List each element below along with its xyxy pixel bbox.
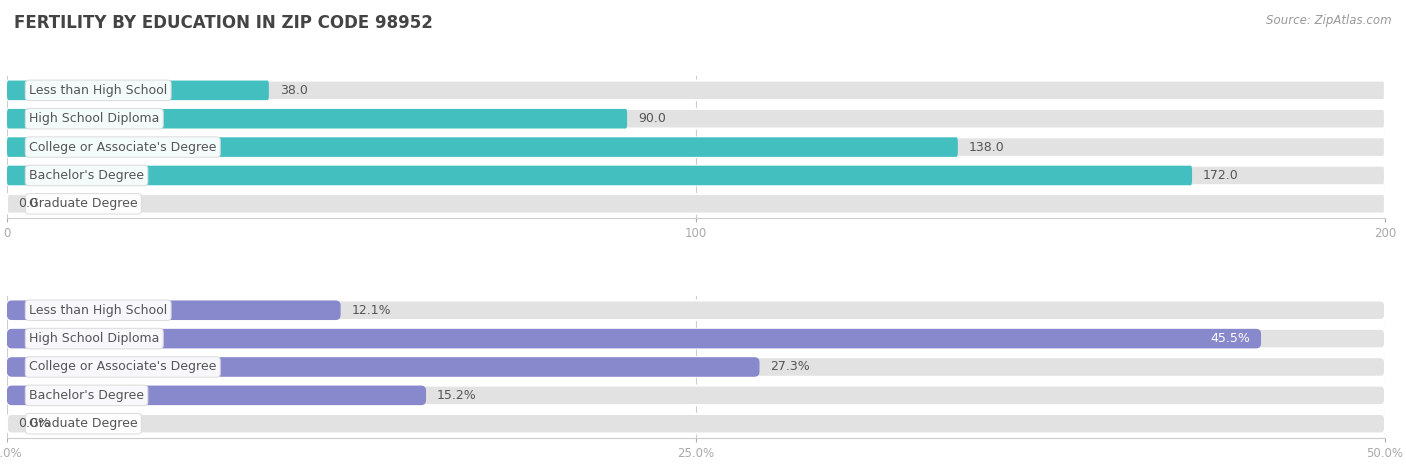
FancyBboxPatch shape bbox=[7, 137, 1385, 157]
Text: 0.0%: 0.0% bbox=[18, 417, 51, 430]
Text: 0.0: 0.0 bbox=[18, 198, 38, 210]
FancyBboxPatch shape bbox=[7, 329, 1385, 348]
FancyBboxPatch shape bbox=[7, 109, 627, 129]
FancyBboxPatch shape bbox=[7, 109, 1385, 129]
Text: Bachelor's Degree: Bachelor's Degree bbox=[30, 389, 143, 402]
Text: 45.5%: 45.5% bbox=[1211, 332, 1250, 345]
FancyBboxPatch shape bbox=[7, 300, 1385, 320]
Text: 27.3%: 27.3% bbox=[770, 360, 810, 374]
FancyBboxPatch shape bbox=[7, 386, 426, 405]
FancyBboxPatch shape bbox=[7, 80, 269, 100]
FancyBboxPatch shape bbox=[7, 137, 957, 157]
Text: FERTILITY BY EDUCATION IN ZIP CODE 98952: FERTILITY BY EDUCATION IN ZIP CODE 98952 bbox=[14, 14, 433, 32]
FancyBboxPatch shape bbox=[7, 80, 1385, 100]
FancyBboxPatch shape bbox=[7, 329, 1261, 348]
FancyBboxPatch shape bbox=[7, 357, 759, 377]
Text: Graduate Degree: Graduate Degree bbox=[30, 417, 138, 430]
FancyBboxPatch shape bbox=[7, 386, 1385, 405]
Text: Graduate Degree: Graduate Degree bbox=[30, 198, 138, 210]
Text: 138.0: 138.0 bbox=[969, 140, 1004, 154]
Text: 90.0: 90.0 bbox=[638, 112, 666, 125]
Text: High School Diploma: High School Diploma bbox=[30, 112, 159, 125]
Text: College or Associate's Degree: College or Associate's Degree bbox=[30, 140, 217, 154]
FancyBboxPatch shape bbox=[7, 414, 1385, 434]
FancyBboxPatch shape bbox=[7, 194, 1385, 214]
FancyBboxPatch shape bbox=[7, 300, 340, 320]
Text: 15.2%: 15.2% bbox=[437, 389, 477, 402]
Text: Less than High School: Less than High School bbox=[30, 304, 167, 317]
Text: High School Diploma: High School Diploma bbox=[30, 332, 159, 345]
FancyBboxPatch shape bbox=[7, 357, 1385, 377]
Text: Less than High School: Less than High School bbox=[30, 84, 167, 97]
Text: Source: ZipAtlas.com: Source: ZipAtlas.com bbox=[1267, 14, 1392, 27]
Text: 38.0: 38.0 bbox=[280, 84, 308, 97]
FancyBboxPatch shape bbox=[7, 166, 1192, 185]
Text: 12.1%: 12.1% bbox=[352, 304, 391, 317]
Text: 172.0: 172.0 bbox=[1204, 169, 1239, 182]
Text: Bachelor's Degree: Bachelor's Degree bbox=[30, 169, 143, 182]
FancyBboxPatch shape bbox=[7, 166, 1385, 185]
Text: College or Associate's Degree: College or Associate's Degree bbox=[30, 360, 217, 374]
